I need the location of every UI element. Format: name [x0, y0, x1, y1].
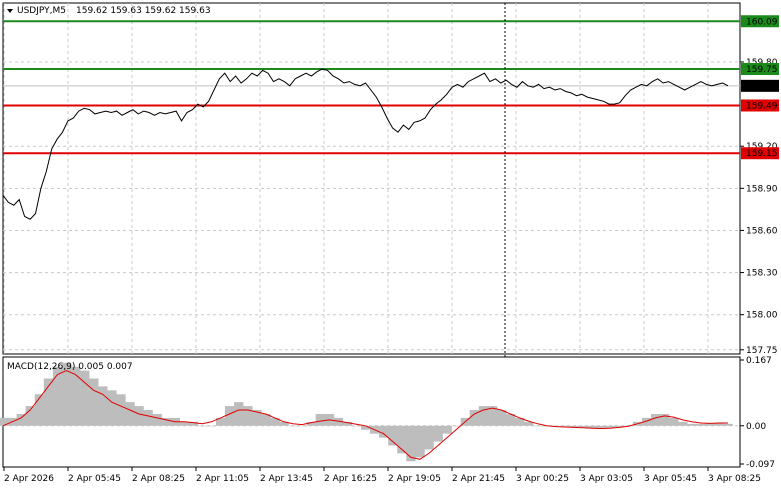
macd-bar: [497, 410, 506, 426]
price-tick-label: 158.30: [746, 269, 778, 279]
price-pane[interactable]: [3, 3, 740, 354]
macd-label: MACD(12,26,9) 0.005 0.007: [7, 362, 133, 372]
price-tick-label: 158.60: [746, 226, 778, 236]
macd-bar: [669, 418, 678, 426]
time-tick-label: 2 Apr 2026: [4, 474, 54, 484]
macd-bar: [71, 367, 80, 426]
macd-bar: [89, 379, 98, 426]
price-tick-label: 158.00: [746, 311, 778, 321]
ohlc-values: 159.62 159.63 159.62 159.63: [76, 6, 211, 16]
macd-bar: [388, 426, 397, 446]
macd-bar: [723, 424, 732, 426]
level-tag-label: 159.15: [746, 149, 778, 159]
level-tags: 160.09 159.75 159.63 159.49 159.15: [741, 15, 779, 159]
macd-bar: [143, 410, 152, 426]
time-tick-label: 2 Apr 16:25: [324, 474, 377, 484]
level-tag-label: 159.75: [746, 65, 778, 75]
macd-bar: [234, 402, 243, 426]
macd-bar: [651, 414, 660, 426]
macd-bar: [560, 426, 569, 427]
macd-bar: [53, 367, 62, 426]
level-tag-label: 160.09: [746, 17, 778, 27]
macd-bar: [288, 426, 297, 427]
macd-bar: [107, 390, 116, 425]
time-tick-label: 2 Apr 08:25: [132, 474, 185, 484]
macd-bar: [80, 371, 89, 426]
time-tick-label: 2 Apr 05:45: [68, 474, 121, 484]
macd-bar: [433, 426, 442, 442]
time-tick-label: 2 Apr 19:05: [388, 474, 441, 484]
macd-bar: [678, 422, 687, 426]
macd-bar: [17, 414, 26, 426]
macd-bar: [298, 426, 307, 427]
macd-bar: [443, 426, 452, 434]
macd-bar: [687, 424, 696, 426]
macd-bar: [406, 426, 415, 461]
time-axis: 2 Apr 2026 2 Apr 05:45 2 Apr 08:25 2 Apr 11…: [4, 467, 761, 484]
time-tick-label: 2 Apr 11:05: [196, 474, 249, 484]
time-tick-label: 2 Apr 13:45: [260, 474, 313, 484]
macd-bar: [316, 414, 325, 426]
macd-bar: [379, 426, 388, 438]
price-tick-label: 158.90: [746, 184, 778, 194]
macd-bar: [116, 394, 125, 426]
macd-bar: [134, 406, 143, 426]
time-tick-label: 3 Apr 03:05: [580, 474, 633, 484]
macd-tick-label: 0.00: [746, 422, 766, 432]
macd-bar: [225, 406, 234, 426]
level-tag-label: 159.63: [746, 82, 778, 92]
macd-bar: [198, 426, 207, 427]
macd-bar: [35, 394, 44, 426]
level-tag-label: 159.49: [746, 101, 778, 111]
time-tick-label: 3 Apr 05:45: [644, 474, 697, 484]
price-tick-label: 157.75: [746, 346, 778, 356]
time-tick-label: 3 Apr 08:25: [708, 474, 761, 484]
macd-bar: [125, 402, 134, 426]
symbol-timeframe: USDJPY,M5: [17, 6, 66, 16]
time-tick-label: 3 Apr 00:25: [516, 474, 569, 484]
macd-bar: [98, 386, 107, 425]
macd-bar: [533, 426, 542, 427]
macd-axis: 0.167 0.00 -0.097: [740, 356, 775, 470]
macd-tick-label: -0.097: [746, 460, 775, 470]
macd-bar: [696, 424, 705, 426]
macd-bar: [415, 426, 424, 458]
macd-tick-label: 0.167: [746, 356, 772, 366]
macd-bar: [424, 426, 433, 450]
macd-bar: [243, 406, 252, 426]
time-tick-label: 2 Apr 21:45: [452, 474, 505, 484]
macd-bar: [153, 414, 162, 426]
macd-bar: [207, 426, 216, 427]
macd-bar: [352, 426, 361, 427]
